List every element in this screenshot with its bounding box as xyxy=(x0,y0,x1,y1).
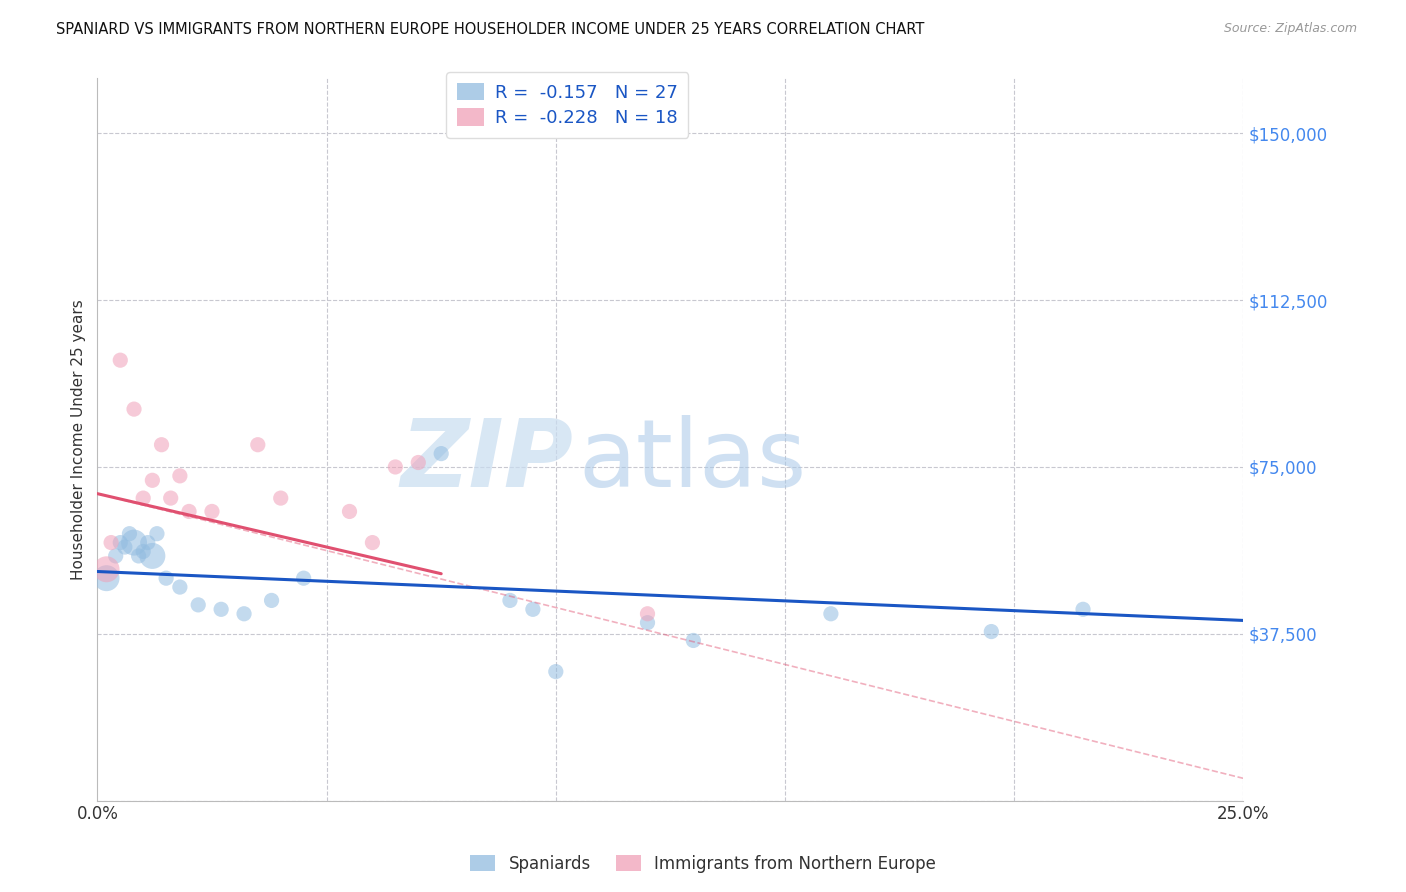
Point xyxy=(384,459,406,474)
Point xyxy=(177,504,200,518)
Point xyxy=(169,580,191,594)
Point xyxy=(118,526,141,541)
Point xyxy=(159,491,181,505)
Point xyxy=(260,593,283,607)
Point xyxy=(522,602,544,616)
Point xyxy=(637,607,659,621)
Point xyxy=(169,468,191,483)
Point xyxy=(155,571,177,585)
Text: atlas: atlas xyxy=(579,415,807,507)
Point xyxy=(96,571,118,585)
Legend: Spaniards, Immigrants from Northern Europe: Spaniards, Immigrants from Northern Euro… xyxy=(464,848,942,880)
Point xyxy=(146,526,169,541)
Point xyxy=(110,535,132,549)
Point xyxy=(104,549,127,563)
Point xyxy=(1071,602,1094,616)
Point xyxy=(544,665,567,679)
Point xyxy=(96,562,118,576)
Y-axis label: Householder Income Under 25 years: Householder Income Under 25 years xyxy=(72,299,86,580)
Point xyxy=(270,491,292,505)
Point xyxy=(136,535,159,549)
Point xyxy=(980,624,1002,639)
Point xyxy=(132,544,155,558)
Point xyxy=(209,602,232,616)
Point xyxy=(292,571,315,585)
Point xyxy=(201,504,224,518)
Point xyxy=(682,633,704,648)
Point xyxy=(637,615,659,630)
Legend: R =  -0.157   N = 27, R =  -0.228   N = 18: R = -0.157 N = 27, R = -0.228 N = 18 xyxy=(446,72,689,138)
Point xyxy=(132,491,155,505)
Point xyxy=(430,447,453,461)
Point xyxy=(406,456,429,470)
Point xyxy=(246,438,269,452)
Point xyxy=(233,607,256,621)
Point xyxy=(141,473,163,487)
Point xyxy=(361,535,384,549)
Text: Source: ZipAtlas.com: Source: ZipAtlas.com xyxy=(1223,22,1357,36)
Point xyxy=(187,598,209,612)
Point xyxy=(499,593,522,607)
Point xyxy=(122,535,145,549)
Point xyxy=(128,549,150,563)
Text: ZIP: ZIP xyxy=(401,415,574,507)
Point xyxy=(820,607,842,621)
Point xyxy=(339,504,361,518)
Point xyxy=(141,549,163,563)
Text: SPANIARD VS IMMIGRANTS FROM NORTHERN EUROPE HOUSEHOLDER INCOME UNDER 25 YEARS CO: SPANIARD VS IMMIGRANTS FROM NORTHERN EUR… xyxy=(56,22,925,37)
Point xyxy=(114,540,136,554)
Point xyxy=(100,535,122,549)
Point xyxy=(122,402,145,417)
Point xyxy=(110,353,132,368)
Point xyxy=(150,438,173,452)
